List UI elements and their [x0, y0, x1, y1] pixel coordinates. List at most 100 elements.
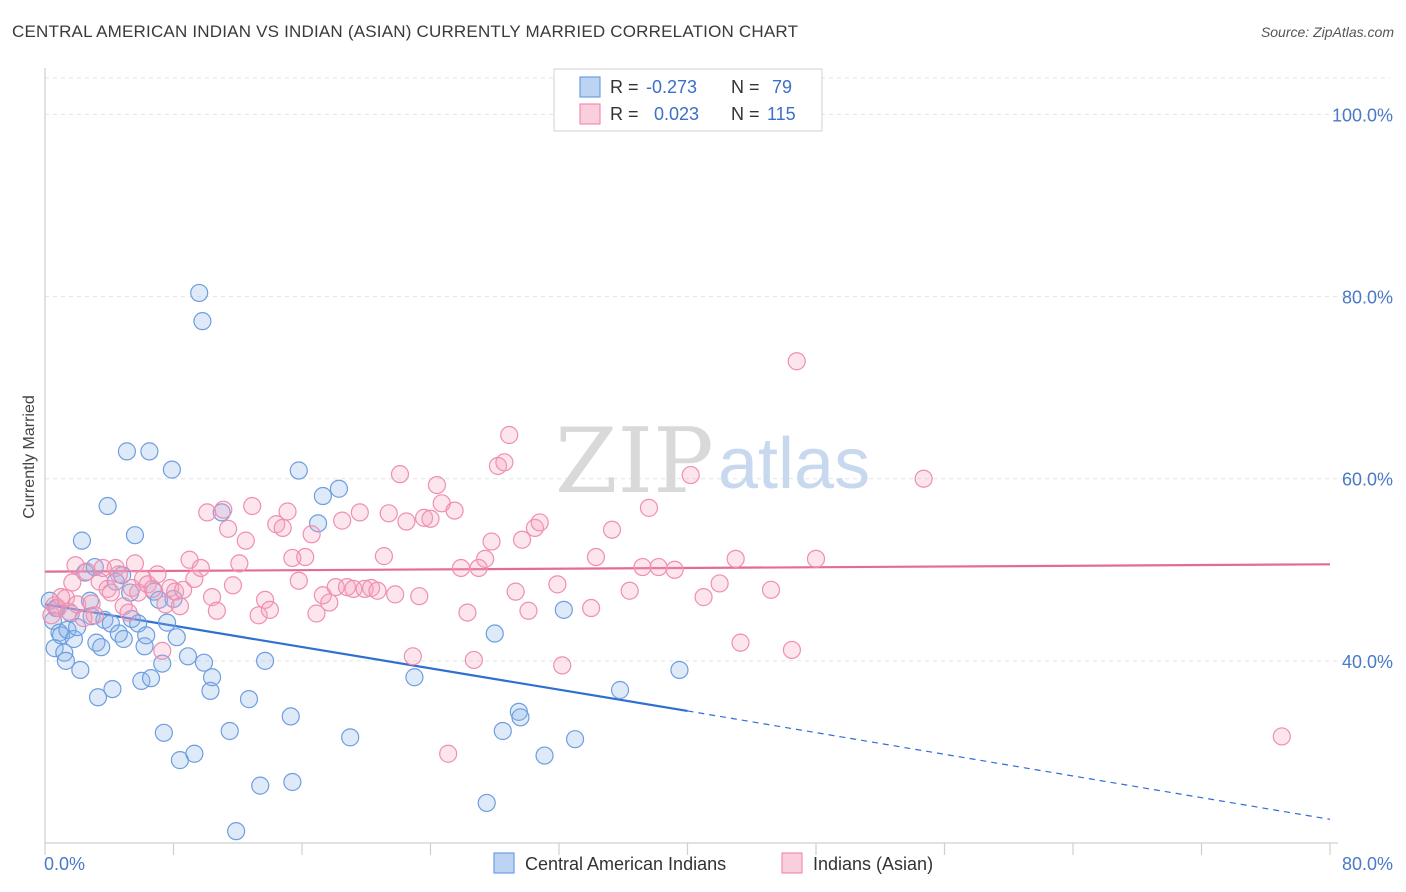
point-indian-asian — [495, 453, 514, 472]
point-central-american — [92, 638, 111, 657]
y-axis-label: Currently Married — [21, 395, 38, 519]
point-indian-asian — [445, 501, 464, 520]
point-indian-asian — [548, 575, 567, 594]
point-indian-asian — [93, 558, 112, 578]
legend-swatch-pink — [579, 103, 601, 125]
point-indian-asian — [74, 608, 93, 628]
point-central-american — [535, 746, 554, 765]
point-indian-asian — [156, 595, 175, 614]
point-central-american — [141, 669, 161, 688]
data-points — [40, 283, 1291, 841]
point-indian-asian — [350, 503, 369, 522]
point-indian-asian — [782, 640, 802, 660]
point-indian-asian — [586, 547, 606, 567]
point-indian-asian — [143, 579, 162, 599]
point-indian-asian — [787, 352, 806, 371]
point-indian-asian — [82, 594, 101, 613]
point-central-american — [64, 629, 84, 649]
y-tick-label: 40.0% — [1342, 652, 1393, 672]
legend-r-value-2: 0.023 — [654, 104, 699, 124]
point-central-american — [283, 772, 302, 792]
point-central-american — [493, 721, 512, 741]
legend-r-label-1: R = — [610, 77, 639, 97]
point-indian-asian — [1272, 727, 1291, 746]
point-central-american — [117, 442, 137, 461]
point-central-american — [477, 793, 496, 813]
point-indian-asian — [390, 465, 410, 484]
point-central-american — [313, 486, 332, 506]
point-indian-asian — [185, 569, 204, 588]
point-central-american — [511, 708, 530, 727]
point-indian-asian — [320, 593, 339, 612]
point-indian-asian — [109, 565, 128, 584]
point-central-american — [670, 660, 689, 680]
point-central-american — [109, 624, 128, 643]
point-indian-asian — [230, 554, 249, 573]
point-indian-asian — [681, 465, 700, 485]
point-indian-asian — [302, 525, 321, 544]
point-indian-asian — [649, 557, 668, 577]
point-central-american — [202, 668, 222, 687]
point-central-american — [68, 618, 87, 637]
point-central-american — [220, 721, 239, 741]
point-indian-asian — [148, 565, 167, 584]
point-indian-asian — [198, 503, 217, 522]
point-central-american — [281, 707, 300, 726]
point-central-american — [71, 660, 90, 680]
point-indian-asian — [368, 581, 387, 600]
point-indian-asian — [296, 547, 315, 567]
point-central-american — [405, 668, 424, 687]
bottom-legend-label-pink: Indians (Asian) — [813, 854, 933, 874]
point-central-american — [610, 680, 630, 700]
point-indian-asian — [191, 558, 210, 578]
point-indian-asian — [56, 588, 75, 608]
point-indian-asian — [427, 475, 447, 495]
point-central-american — [178, 647, 198, 666]
point-indian-asian — [337, 577, 357, 597]
bottom-legend-swatch-pink — [781, 852, 803, 874]
point-indian-asian — [639, 498, 659, 517]
point-indian-asian — [278, 502, 297, 521]
point-indian-asian — [386, 585, 405, 604]
grid-lines — [45, 77, 1390, 662]
tick-labels: 40.0% 60.0% 80.0% 100.0% 0.0% 80.0% — [44, 105, 1393, 874]
bottom-legend-swatch-blue — [493, 852, 515, 874]
x-tick-label-start: 0.0% — [44, 854, 85, 874]
point-central-american — [167, 628, 186, 647]
trend-line-pink — [44, 563, 1331, 573]
y-tick-label: 100.0% — [1332, 105, 1393, 125]
point-central-american — [341, 728, 360, 747]
watermark-zip: ZIP — [555, 409, 714, 514]
point-central-american — [554, 600, 573, 619]
point-indian-asian — [133, 569, 153, 588]
point-indian-asian — [374, 547, 394, 566]
point-indian-asian — [273, 518, 292, 537]
point-indian-asian — [255, 590, 275, 609]
point-central-american — [56, 651, 75, 670]
point-central-american — [157, 613, 177, 632]
point-central-american — [194, 653, 214, 672]
point-indian-asian — [464, 650, 483, 670]
point-indian-asian — [458, 603, 477, 622]
point-indian-asian — [500, 425, 519, 445]
point-indian-asian — [525, 518, 545, 537]
x-tick-label-end: 80.0% — [1342, 854, 1393, 874]
point-indian-asian — [214, 500, 233, 519]
point-indian-asian — [119, 603, 138, 622]
bottom-legend: Central American Indians Indians (Asian) — [493, 852, 933, 874]
point-indian-asian — [602, 520, 622, 539]
point-indian-asian — [63, 573, 82, 592]
point-indian-asian — [512, 530, 532, 549]
trend-lines — [44, 563, 1331, 820]
legend-r-value-1: -0.273 — [646, 77, 697, 97]
watermark-atlas: atlas — [718, 424, 870, 504]
point-central-american — [103, 679, 122, 699]
point-indian-asian — [761, 580, 781, 599]
point-central-american — [565, 730, 585, 749]
point-indian-asian — [174, 580, 193, 599]
point-indian-asian — [283, 548, 302, 568]
point-indian-asian — [482, 532, 501, 551]
point-indian-asian — [694, 588, 713, 607]
point-indian-asian — [410, 587, 429, 606]
point-central-american — [289, 461, 308, 480]
